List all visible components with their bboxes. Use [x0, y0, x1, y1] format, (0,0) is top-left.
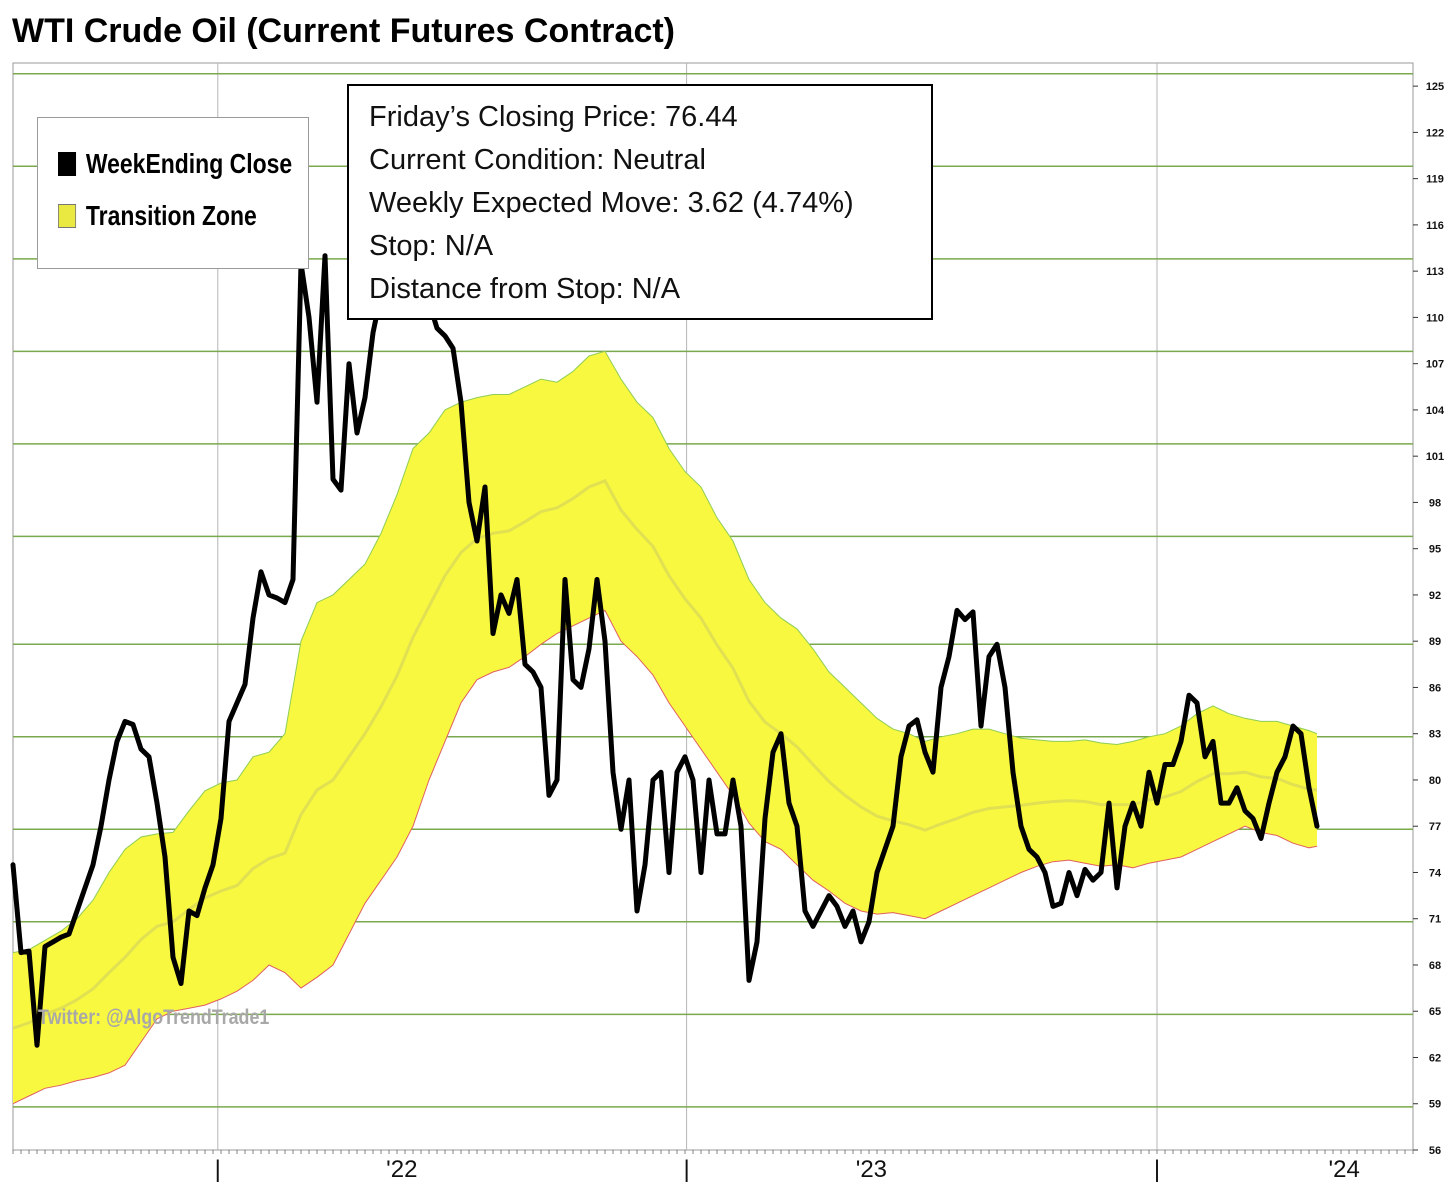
transition-zone-upper-edge: [12, 350, 1318, 954]
info-stop: Stop: N/A: [369, 230, 494, 262]
legend-swatch-zone: [58, 204, 77, 228]
y-tick-label: 86: [1429, 682, 1441, 694]
y-tick-label: 104: [1426, 405, 1445, 417]
y-tick-label: 116: [1426, 220, 1444, 232]
x-tick-label: |: [215, 1156, 221, 1183]
x-tick-label: |: [683, 1156, 689, 1183]
chart-title: WTI Crude Oil (Current Futures Contract): [12, 12, 675, 50]
y-tick-label: 74: [1429, 867, 1442, 879]
info-box: Friday’s Closing Price: 76.44 Current Co…: [347, 84, 933, 320]
y-tick-label: 68: [1429, 960, 1441, 972]
legend-swatch-close: [58, 152, 77, 176]
y-tick-label: 119: [1426, 174, 1444, 186]
legend-item-zone: Transition Zone: [58, 200, 257, 232]
legend-label-close: WeekEnding Close: [85, 148, 293, 179]
y-tick-label: 125: [1426, 81, 1444, 93]
y-tick-label: 77: [1429, 821, 1441, 833]
y-tick-label: 59: [1429, 1099, 1441, 1111]
weekending-close-line: [10, 214, 1320, 1048]
y-tick-label: 122: [1426, 127, 1444, 139]
y-tick-label: 80: [1429, 775, 1441, 787]
transition-zone-lower-edge: [12, 609, 1318, 1105]
y-tick-label: 98: [1429, 497, 1441, 509]
y-tick-label: 113: [1426, 266, 1444, 278]
y-tick-label: 83: [1429, 729, 1441, 741]
y-tick-label: 62: [1429, 1052, 1441, 1064]
y-tick-label: 92: [1429, 590, 1441, 602]
x-tick-label: |: [1154, 1156, 1160, 1183]
y-tick-label: 101: [1426, 451, 1444, 463]
watermark: Twitter: @AlgoTrendTrade1: [38, 1006, 270, 1029]
y-tick-label: 95: [1429, 544, 1441, 556]
y-tick-label: 65: [1429, 1006, 1441, 1018]
x-tick-label: '23: [856, 1156, 887, 1183]
y-tick-label: 56: [1429, 1145, 1441, 1157]
info-closing-price: Friday’s Closing Price: 76.44: [369, 101, 738, 133]
transition-zone-band: [13, 351, 1317, 1104]
info-current-condition: Current Condition: Neutral: [369, 144, 706, 176]
info-distance-from-stop: Distance from Stop: N/A: [369, 273, 681, 305]
info-expected-move: Weekly Expected Move: 3.62 (4.74%): [369, 187, 854, 219]
y-tick-label: 107: [1426, 359, 1444, 371]
legend-item-close: WeekEnding Close: [58, 148, 292, 180]
legend: WeekEnding Close Transition Zone: [37, 117, 309, 269]
x-tick-label: '24: [1329, 1156, 1360, 1183]
y-tick-label: 89: [1429, 636, 1441, 648]
y-tick-label: 71: [1429, 914, 1441, 926]
legend-label-zone: Transition Zone: [85, 200, 257, 231]
y-tick-label: 110: [1426, 312, 1444, 324]
x-tick-label: '22: [386, 1156, 417, 1183]
